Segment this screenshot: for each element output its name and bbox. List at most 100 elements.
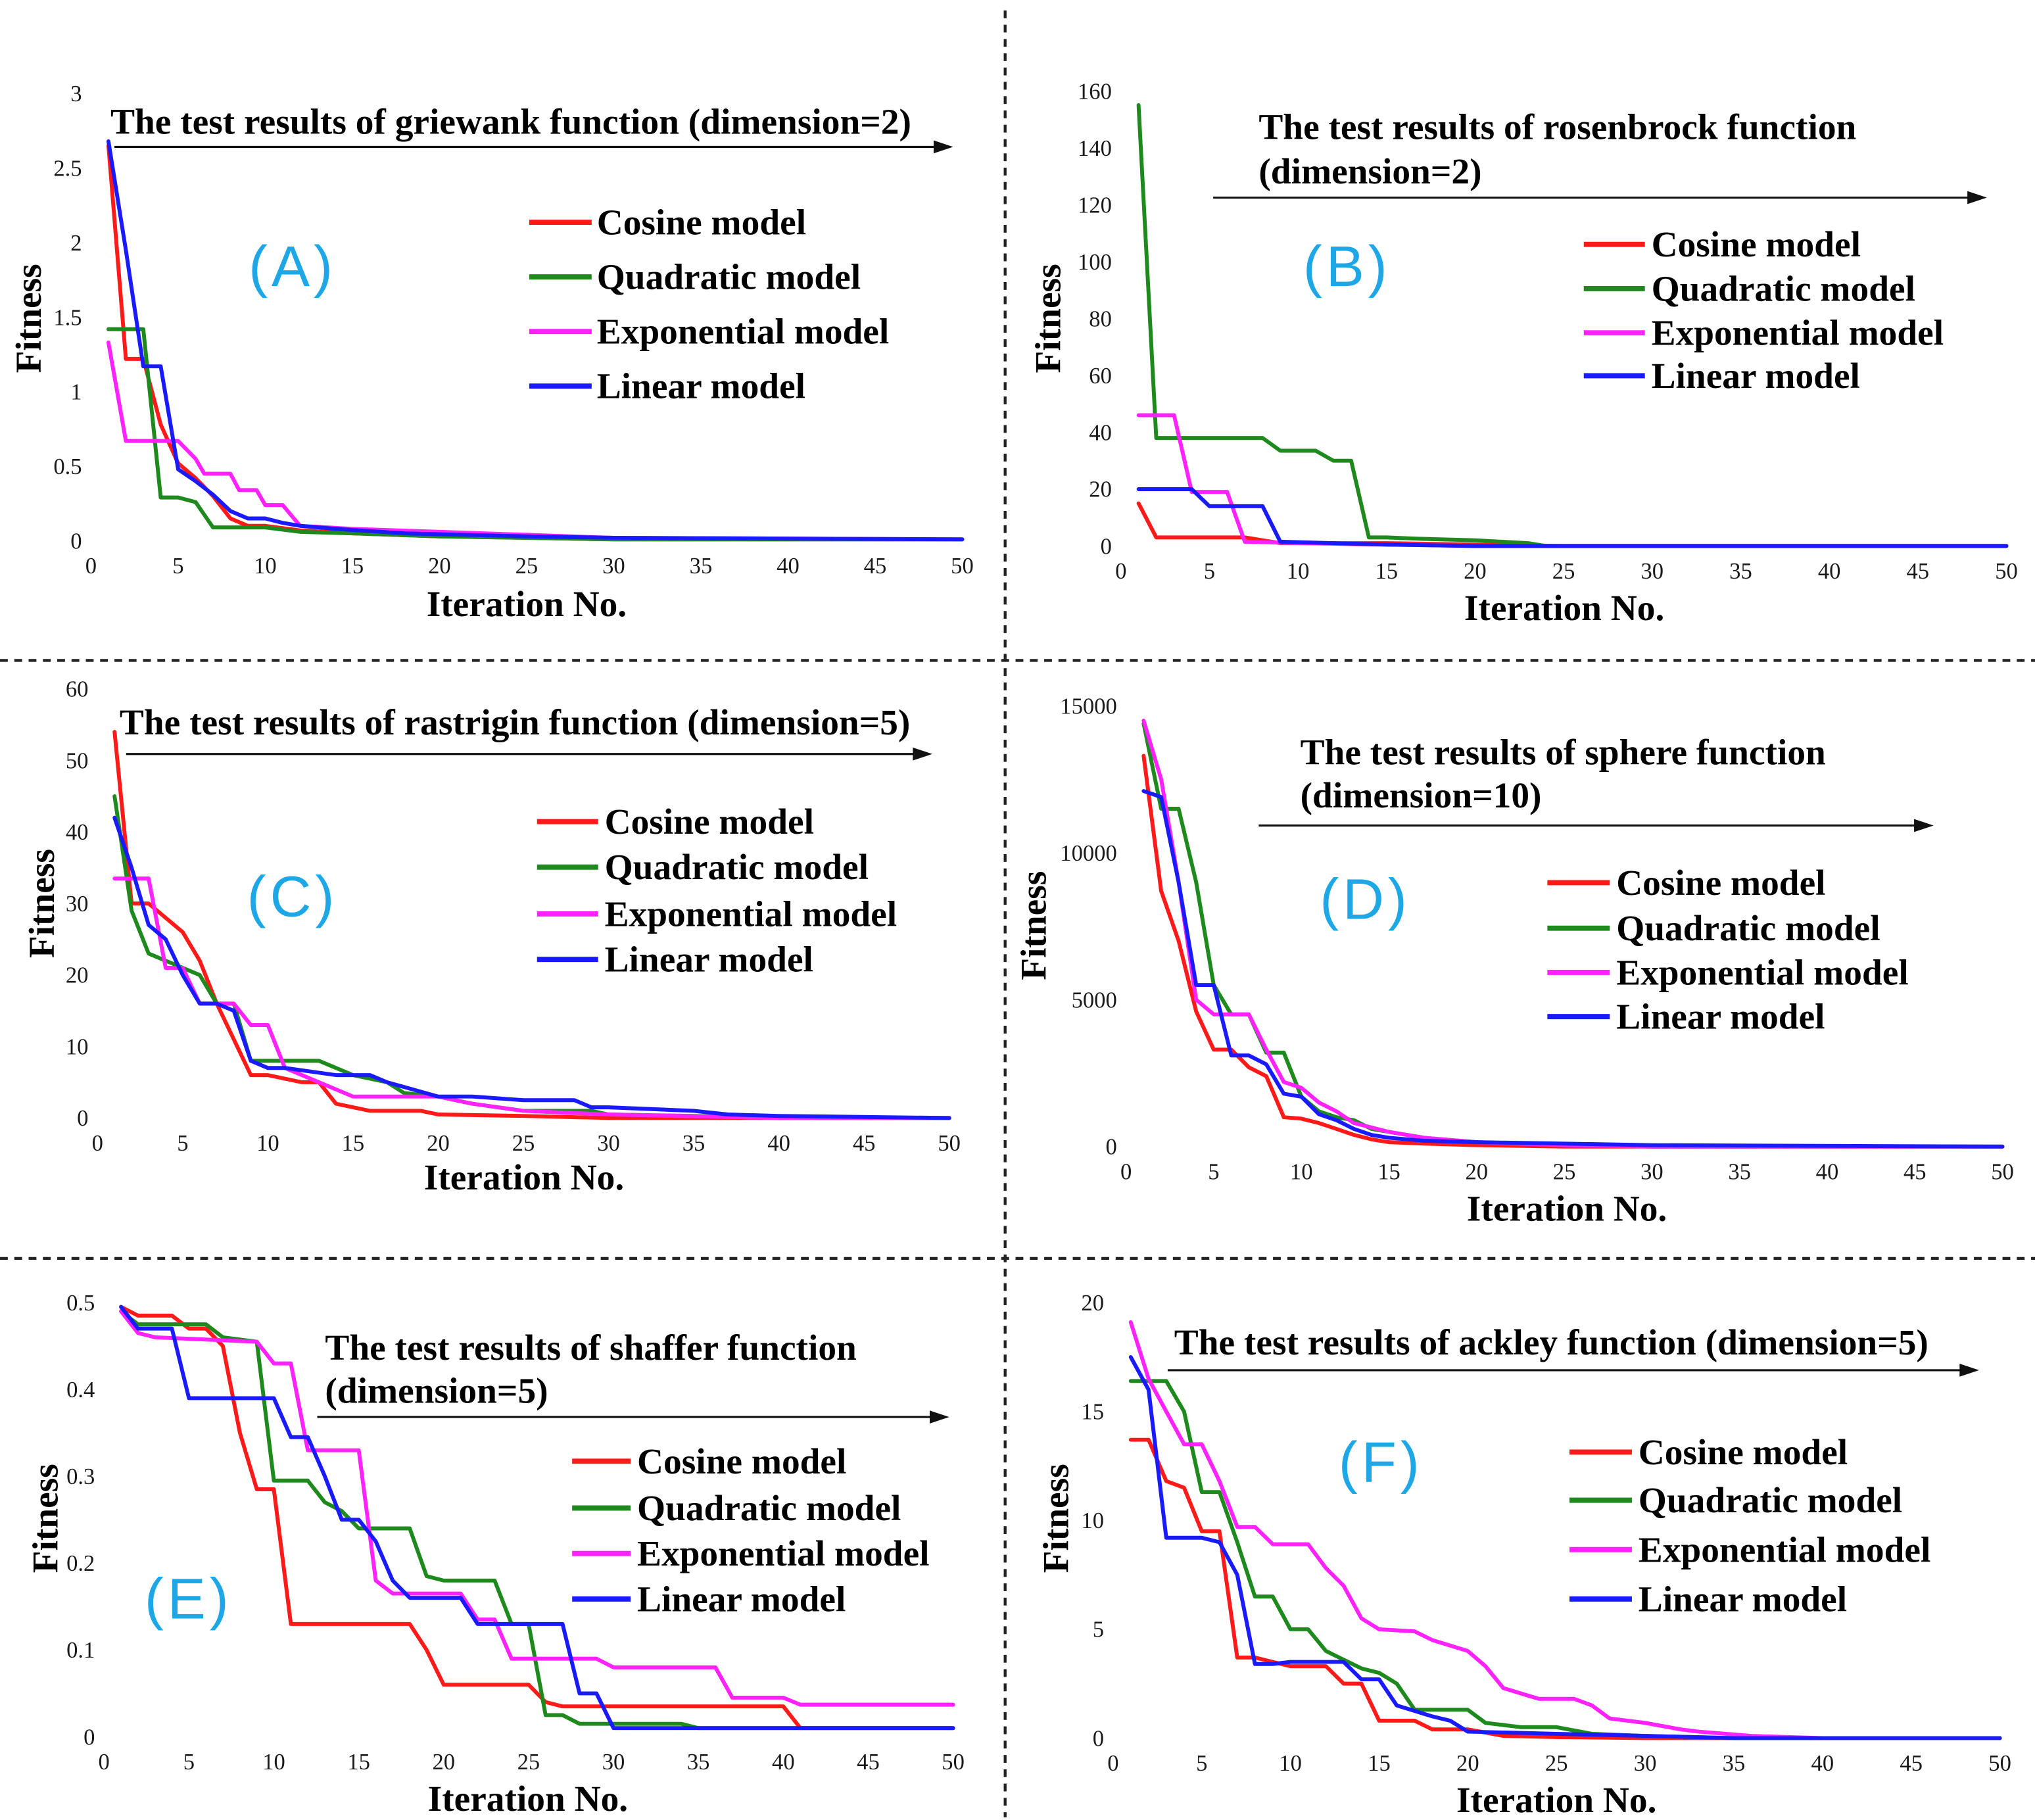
series-line-quadratic-model (1136, 103, 2009, 548)
x-tick-label: 15 (1368, 1751, 1391, 1776)
x-tick-label: 15 (1377, 1159, 1401, 1184)
legend-label-exponential-model: Exponential model (597, 312, 890, 352)
x-tick-label: 5 (183, 1750, 195, 1775)
x-tick-label: 40 (1818, 559, 1841, 584)
x-tick-label: 10 (1290, 1159, 1313, 1184)
series-line-linear-model (1141, 789, 2005, 1149)
x-axis-label: Iteration No. (424, 1157, 624, 1197)
x-tick-label: 25 (1553, 1159, 1576, 1184)
chart-title-line: The test results of griewank function (d… (110, 102, 911, 142)
x-axis-label: Iteration No. (1467, 1189, 1667, 1229)
y-tick-label: 160 (1078, 79, 1112, 104)
title-arrow-head (1914, 819, 1934, 832)
series-line-cosine-model (1141, 754, 2005, 1149)
y-tick-label: 1.5 (53, 305, 82, 330)
panel-a: 0 5 10 15 20 25 30 35 40 45 50 0 0.5 1 1.5 2 2.5 3 The tes… (9, 82, 974, 624)
panel-c: 0 5 10 15 20 25 30 35 40 45 50 0 10 20 30 40 50 60 The tes… (22, 677, 961, 1197)
y-tick-label: 5000 (1072, 988, 1117, 1013)
y-tick-label: 10 (66, 1034, 89, 1059)
legend-label-quadratic-model: Quadratic model (1616, 908, 1880, 948)
panel-f: 0 5 10 15 20 25 30 35 40 45 50 0 5 10 15 20 The test res… (1036, 1291, 2011, 1820)
series-line-exponential-model (1128, 1320, 2002, 1740)
x-axis-label: Iteration No. (1456, 1780, 1656, 1820)
legend-label-exponential-model: Exponential model (1616, 952, 1909, 992)
y-tick-label: 0.4 (66, 1377, 95, 1402)
y-tick-label: 0 (84, 1725, 95, 1750)
x-tick-label: 10 (1287, 559, 1310, 584)
title-arrow-head (933, 140, 953, 154)
x-tick-label: 35 (687, 1750, 710, 1775)
legend-label-linear-model: Linear model (1616, 997, 1825, 1037)
x-tick-label: 10 (1279, 1751, 1302, 1776)
y-tick-label: 10 (1081, 1508, 1104, 1533)
x-tick-label: 5 (1208, 1159, 1219, 1184)
panel-label: (D) (1320, 868, 1411, 932)
legend-label-exponential-model: Exponential model (1652, 313, 1944, 353)
title-arrow-head (1959, 1364, 1979, 1377)
x-tick-label: 0 (1120, 1159, 1132, 1184)
x-tick-label: 50 (1988, 1751, 2011, 1776)
y-tick-label: 10000 (1060, 841, 1116, 866)
x-tick-label: 45 (1903, 1159, 1927, 1184)
x-axis-label: Iteration No. (428, 1779, 628, 1819)
x-axis-label: Iteration No. (1464, 588, 1664, 628)
y-tick-label: 0 (1105, 1135, 1116, 1160)
title-arrow-head (1967, 191, 1987, 204)
series-line-linear-model (106, 139, 965, 542)
y-tick-label: 0 (1093, 1726, 1104, 1751)
legend-label-quadratic-model: Quadratic model (605, 847, 869, 887)
chart-title-line: The test results of shaffer function (325, 1328, 856, 1368)
x-tick-label: 50 (1995, 559, 2018, 584)
x-tick-label: 30 (1634, 1751, 1657, 1776)
x-tick-label: 50 (942, 1750, 965, 1775)
y-tick-label: 0.1 (66, 1638, 95, 1663)
legend-label-linear-model: Linear model (605, 940, 813, 980)
x-tick-label: 5 (1196, 1751, 1207, 1776)
series-line-linear-model (119, 1305, 955, 1731)
panel-d: 0 5 10 15 20 25 30 35 40 45 50 0 5000 10000 15000 The t… (1014, 694, 2014, 1228)
panel-label: (F) (1339, 1431, 1424, 1495)
y-tick-label: 20 (1081, 1291, 1104, 1316)
x-tick-label: 10 (256, 1131, 279, 1156)
legend-label-cosine-model: Cosine model (597, 203, 806, 243)
legend-label-linear-model: Linear model (1652, 356, 1860, 396)
x-tick-label: 35 (1723, 1751, 1746, 1776)
y-tick-label: 3 (70, 82, 82, 107)
series-line-linear-model (1136, 487, 2009, 548)
legend-label-quadratic-model: Quadratic model (637, 1488, 901, 1528)
x-tick-label: 50 (938, 1131, 961, 1156)
x-tick-label: 10 (254, 554, 277, 579)
x-tick-label: 15 (342, 1131, 365, 1156)
chart-title-line: The test results of rosenbrock function (1258, 107, 1856, 147)
x-tick-label: 30 (1640, 1159, 1664, 1184)
x-tick-label: 45 (853, 1131, 876, 1156)
y-tick-label: 0.5 (53, 454, 82, 479)
series-line-exponential-model (119, 1309, 955, 1707)
title-arrow-head (930, 1410, 949, 1424)
x-tick-label: 25 (512, 1131, 535, 1156)
chart-title-line: (dimension=2) (1258, 151, 1481, 191)
x-tick-label: 40 (777, 554, 800, 579)
x-tick-label: 20 (432, 1750, 455, 1775)
x-tick-label: 25 (517, 1750, 540, 1775)
x-tick-label: 50 (1991, 1159, 2014, 1184)
series-line-linear-model (1128, 1354, 2002, 1740)
y-tick-label: 60 (1089, 364, 1112, 389)
y-tick-label: 40 (66, 820, 89, 845)
y-tick-label: 0 (77, 1106, 88, 1131)
x-tick-label: 20 (428, 554, 451, 579)
y-tick-label: 30 (66, 892, 89, 917)
x-tick-label: 35 (682, 1131, 706, 1156)
legend-label-exponential-model: Exponential model (637, 1533, 930, 1573)
y-tick-label: 100 (1078, 250, 1112, 275)
x-tick-label: 35 (690, 554, 713, 579)
x-tick-label: 50 (951, 554, 974, 579)
chart-title-line: The test results of rastrigin function (… (120, 702, 910, 742)
series-line-linear-model (112, 815, 951, 1120)
y-tick-label: 50 (66, 748, 89, 773)
x-tick-label: 45 (864, 554, 887, 579)
legend-label-exponential-model: Exponential model (1639, 1529, 1931, 1569)
legend-label-quadratic-model: Quadratic model (1652, 268, 1915, 308)
panel-e: 0 5 10 15 20 25 30 35 40 45 50 0 0.1 0.2 0.3 0.4 0.5 The … (26, 1291, 965, 1819)
